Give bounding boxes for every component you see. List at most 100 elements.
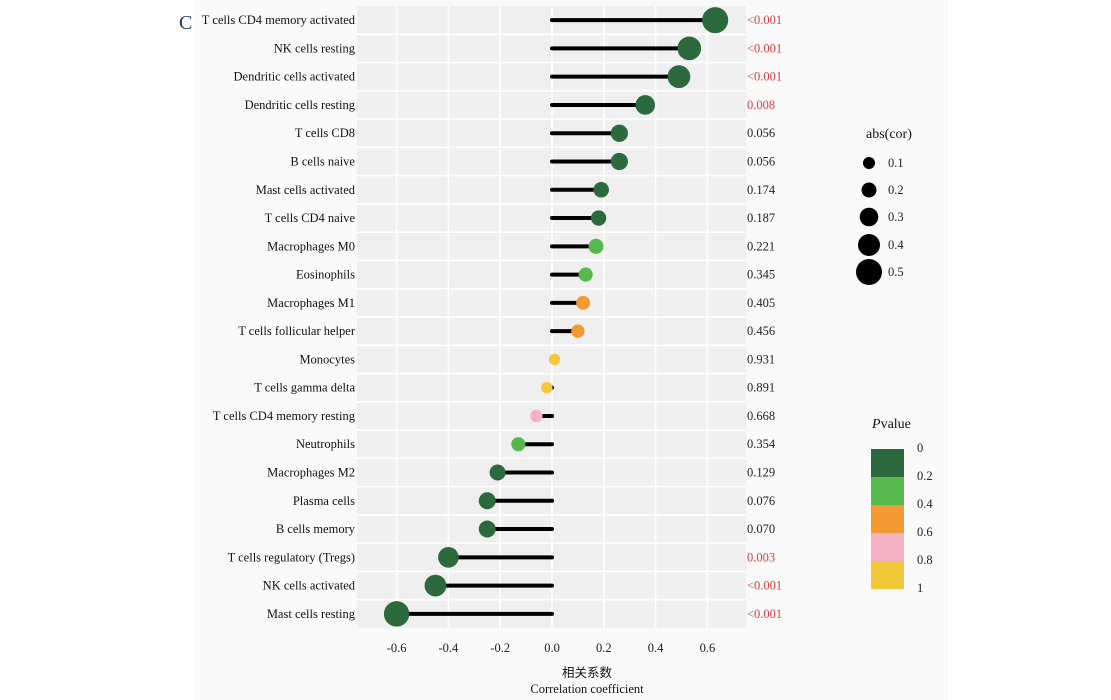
color-legend-label: 0.6 — [917, 525, 933, 539]
row-label: T cells follicular helper — [238, 324, 356, 338]
lollipop-dot — [489, 464, 506, 481]
pvalue-label: <0.001 — [747, 70, 782, 84]
size-legend-label: 0.1 — [888, 156, 904, 170]
color-legend-swatch — [871, 505, 904, 533]
pvalue-label: 0.405 — [747, 296, 775, 310]
data-row: Macrophages M1 0.405 — [267, 296, 775, 310]
color-legend-swatch — [871, 449, 904, 477]
row-label: B cells naive — [290, 155, 355, 169]
row-label: T cells CD8 — [295, 126, 355, 140]
data-row: T cells CD4 memory resting 0.668 — [213, 409, 775, 423]
data-row: Mast cells activated 0.174 — [256, 181, 776, 198]
pvalue-label: 0.056 — [747, 155, 775, 169]
pvalue-label: 0.931 — [747, 352, 775, 366]
pvalue-label: 0.456 — [747, 324, 775, 338]
row-label: T cells CD4 naive — [265, 211, 356, 225]
row-label: Mast cells activated — [256, 183, 356, 197]
pvalue-label: 0.070 — [747, 522, 775, 536]
size-legend-circle — [863, 157, 875, 169]
row-label: NK cells resting — [274, 41, 356, 55]
data-row: T cells CD4 naive 0.187 — [265, 210, 775, 226]
x-tick-label: 0.0 — [544, 641, 560, 655]
row-label: Macrophages M2 — [267, 466, 355, 480]
pvalue-label: <0.001 — [747, 41, 782, 55]
pvalue-label: <0.001 — [747, 579, 782, 593]
size-legend-circle — [858, 234, 880, 256]
size-legend: abs(cor) 0.1 0.2 0.3 0.4 0.5 — [856, 127, 912, 285]
size-legend-circle — [859, 207, 879, 227]
pvalue-label: 0.003 — [747, 550, 775, 564]
data-row: Monocytes 0.931 — [299, 352, 775, 366]
lollipop-dot — [424, 574, 447, 597]
row-label: Plasma cells — [293, 494, 355, 508]
data-row: Eosinophils 0.345 — [296, 267, 775, 282]
data-row: NK cells resting <0.001 — [274, 36, 782, 61]
color-legend-label: 0.4 — [917, 497, 933, 511]
row-label: Monocytes — [299, 352, 355, 366]
size-legend-circle — [856, 259, 882, 285]
data-row: B cells memory 0.070 — [276, 520, 775, 538]
data-row: T cells gamma delta 0.891 — [254, 381, 775, 395]
x-axis-title: Correlation coefficient — [530, 682, 644, 696]
pvalue-label: 0.354 — [747, 437, 776, 451]
lollipop-dot — [541, 381, 553, 394]
lollipop-dot — [610, 152, 628, 171]
row-label: B cells memory — [276, 522, 356, 536]
data-row: T cells follicular helper 0.456 — [238, 324, 775, 338]
lollipop-dot — [588, 238, 604, 254]
pvalue-label: 0.221 — [747, 239, 775, 253]
color-legend-label: 0.8 — [917, 553, 933, 567]
pvalue-label: 0.668 — [747, 409, 775, 423]
lollipop-dot — [571, 324, 585, 338]
lollipop-dot — [511, 437, 526, 452]
x-tick-label: 0.4 — [648, 641, 664, 655]
data-row: T cells CD4 memory activated <0.001 — [202, 7, 782, 34]
color-legend-label: 0 — [917, 441, 923, 455]
pvalue-label: 0.076 — [747, 494, 775, 508]
pvalue-label: 0.345 — [747, 268, 775, 282]
color-legend-swatch — [871, 477, 904, 505]
lollipop-dot — [576, 295, 591, 310]
x-tick-label: -0.6 — [387, 641, 407, 655]
x-axis-ticks: -0.6 -0.4 -0.2 0.0 0.2 0.4 0.6 — [387, 641, 716, 655]
x-tick-label: -0.4 — [439, 641, 460, 655]
lollipop-dot — [667, 65, 691, 89]
lollipop-dot — [478, 520, 496, 538]
x-tick-label: 0.2 — [596, 641, 612, 655]
pvalue-label: 0.129 — [747, 466, 775, 480]
row-label: Dendritic cells resting — [245, 98, 356, 112]
row-label: Dendritic cells activated — [234, 70, 356, 84]
lollipop-dot — [590, 210, 607, 226]
data-row: NK cells activated <0.001 — [263, 574, 782, 597]
x-tick-label: 0.6 — [700, 641, 716, 655]
data-row: B cells naive 0.056 — [290, 152, 775, 171]
data-row: Plasma cells 0.076 — [293, 492, 775, 510]
color-legend-label: 1 — [917, 581, 923, 595]
data-row: Dendritic cells activated <0.001 — [234, 65, 782, 89]
data-row: Neutrophils 0.354 — [296, 437, 776, 452]
lollipop-dot — [530, 409, 543, 423]
data-row: Macrophages M2 0.129 — [267, 464, 775, 481]
row-label: Mast cells resting — [267, 607, 356, 621]
data-row: Dendritic cells resting 0.008 — [245, 95, 775, 115]
row-label: Macrophages M1 — [267, 296, 355, 310]
color-legend: Pvalue 0 0.2 0.4 0.6 0.8 1 — [871, 417, 933, 595]
lollipop-dot — [635, 95, 656, 115]
lollipop-dot — [478, 492, 496, 510]
lollipop-dot — [677, 36, 702, 61]
color-legend-title-rest: value — [881, 417, 911, 432]
pvalue-label: 0.056 — [747, 126, 775, 140]
color-legend-swatch — [871, 533, 904, 561]
row-label: NK cells activated — [263, 579, 356, 593]
lollipop-dot — [383, 601, 410, 627]
data-row: Mast cells resting <0.001 — [267, 601, 782, 627]
data-row: T cells CD8 0.056 — [295, 124, 775, 142]
pvalue-label: 0.187 — [747, 211, 775, 225]
row-label: Macrophages M0 — [267, 239, 355, 253]
pvalue-label: 0.008 — [747, 98, 775, 112]
color-legend-title: Pvalue — [871, 417, 911, 432]
pvalue-label: 0.891 — [747, 381, 775, 395]
data-row: Macrophages M0 0.221 — [267, 238, 775, 254]
lollipop-dot — [702, 7, 729, 34]
color-legend-title-italic: P — [871, 417, 881, 432]
